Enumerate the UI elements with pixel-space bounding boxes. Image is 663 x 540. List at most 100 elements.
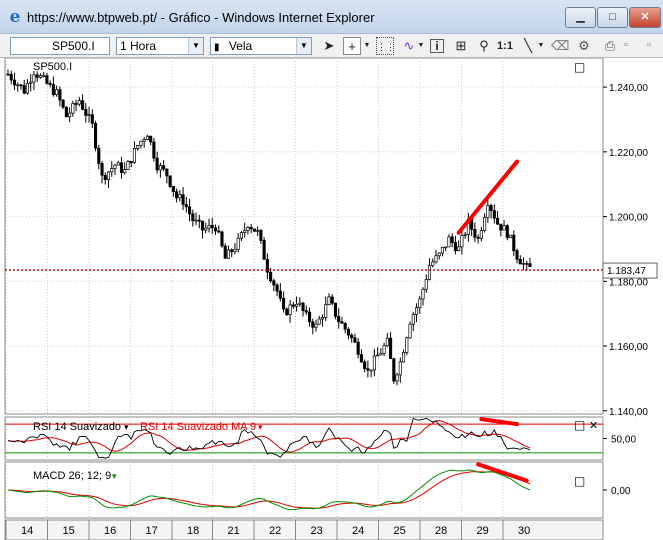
candle-body [369,369,373,372]
day-label-23: 23 [311,525,323,537]
candle-body [200,220,205,231]
macd-line [7,469,531,510]
candle-body [324,304,328,318]
candle-body [291,304,295,307]
candle-body [6,73,10,76]
eraser-icon[interactable]: ⌫ [551,38,570,53]
candle-body [249,227,253,230]
candles[interactable] [6,69,532,386]
chevron-down-icon[interactable]: ▼ [417,42,425,49]
macd-pane-box-icon[interactable]: □ [574,474,585,488]
day-label-30: 30 [518,525,530,537]
candle-body [178,194,182,199]
candle-body [25,82,30,94]
candle-body [158,165,162,171]
candlestick-type-icon: ▮ [214,42,220,53]
price-trend-annotation [456,159,520,235]
rsi-pane-box-icon[interactable]: □ [574,418,585,432]
candle-body [275,284,279,292]
candle-body [103,174,107,180]
candle-body [411,314,415,325]
price-pane-box-icon[interactable]: □ [574,60,585,74]
chevron-down-icon[interactable]: ▼ [363,42,371,49]
candle-body [405,337,409,353]
candle-body [414,307,419,315]
trend-line-icon[interactable]: ╲ [524,38,532,53]
rsi-ma-menu-marker[interactable]: ▾ [258,423,263,433]
symbol-input[interactable]: SP500.I [10,37,110,55]
macd-trend-annotation [476,462,529,483]
candle-body [424,279,428,290]
candle-body [81,100,85,110]
crosshair-icon[interactable]: + [343,37,361,55]
time-axis-labels: 14 15 16 17 18 21 22 23 24 25 28 29 30 [5,520,530,540]
candle-body [457,246,461,252]
chart-type-select[interactable]: ▮ Vela ▼ [210,37,312,55]
candle-body [123,169,127,174]
settings-icon[interactable]: ⚙ [578,38,590,53]
candle-body [460,235,464,248]
day-label-25: 25 [394,525,406,537]
candle-body [418,298,422,308]
grid-icon[interactable]: ⋮⋮ [376,37,395,55]
candle-body [444,246,448,249]
day-label-16: 16 [104,525,116,537]
candle-body [236,237,240,250]
candle-body [265,259,269,273]
panel-box-icon[interactable]: ▫ [647,39,651,51]
candle-body [197,219,201,222]
candle-body [116,162,120,166]
info-icon[interactable]: i [430,39,444,53]
maximize-button[interactable]: □ [597,7,628,28]
close-window-button[interactable]: ✕ [629,7,661,28]
rsi-close-icon[interactable]: ✕ [589,419,598,432]
interval-select[interactable]: 1 Hora ▼ [116,37,204,55]
cursor-arrow-icon[interactable]: ➤ [323,38,335,53]
candle-body [100,163,104,176]
candle-body [220,231,224,247]
candle-body [314,323,318,328]
chart-area[interactable]: SP500.I □ 1.240,00 1.220,00 1.200,00 1.180,… [0,58,663,540]
minimize-button[interactable]: ▁ [565,7,596,28]
macd-menu-marker[interactable]: ▾ [112,472,117,482]
zoom-icon[interactable]: ⚲ [479,38,489,53]
candle-body [496,217,500,225]
candle-body [392,358,396,382]
candle-body [84,108,88,116]
resize-box-icon[interactable]: ▫ [624,39,628,51]
candle-body [447,236,451,248]
candle-body [525,263,529,265]
rsi-menu-marker[interactable]: ▾ [124,423,129,433]
candle-body [262,240,266,260]
zoom-in-box-icon[interactable]: ⊞ [455,38,467,53]
candle-body [22,85,26,94]
candle-body [42,75,46,77]
rsi-trend-annotation [479,417,520,427]
candle-body [385,337,389,347]
chevron-down-icon: ▼ [188,38,203,54]
candle-body [32,74,36,83]
candle-body [301,302,305,311]
last-price-value: 1.183,47 [607,266,646,277]
candle-body [16,84,20,87]
candle-body [217,230,221,233]
candle-body [320,317,325,320]
candle-body [453,242,457,252]
candle-body [90,114,94,124]
time-axis [4,519,604,540]
candle-body [479,230,483,239]
indicator-icon[interactable]: ∿ [403,38,415,53]
candle-body [518,259,522,265]
chevron-down-icon[interactable]: ▼ [537,42,545,49]
candle-body [492,210,496,219]
print-icon[interactable]: ⎙ [604,38,616,53]
chevron-down-icon: ▼ [296,38,311,54]
price-horizontal-grid [5,86,603,412]
candle-body [165,168,169,177]
candle-body [136,145,140,149]
one-to-one-button[interactable]: 1:1 [497,40,513,52]
candle-body [298,302,302,305]
candle-body [97,147,101,164]
candle-body [9,73,13,81]
chart-toolbar: SP500.I 1 Hora ▼ ▮ Vela ▼ ➤ + ▼ ⋮⋮ ∿ ▼ i… [0,34,663,58]
